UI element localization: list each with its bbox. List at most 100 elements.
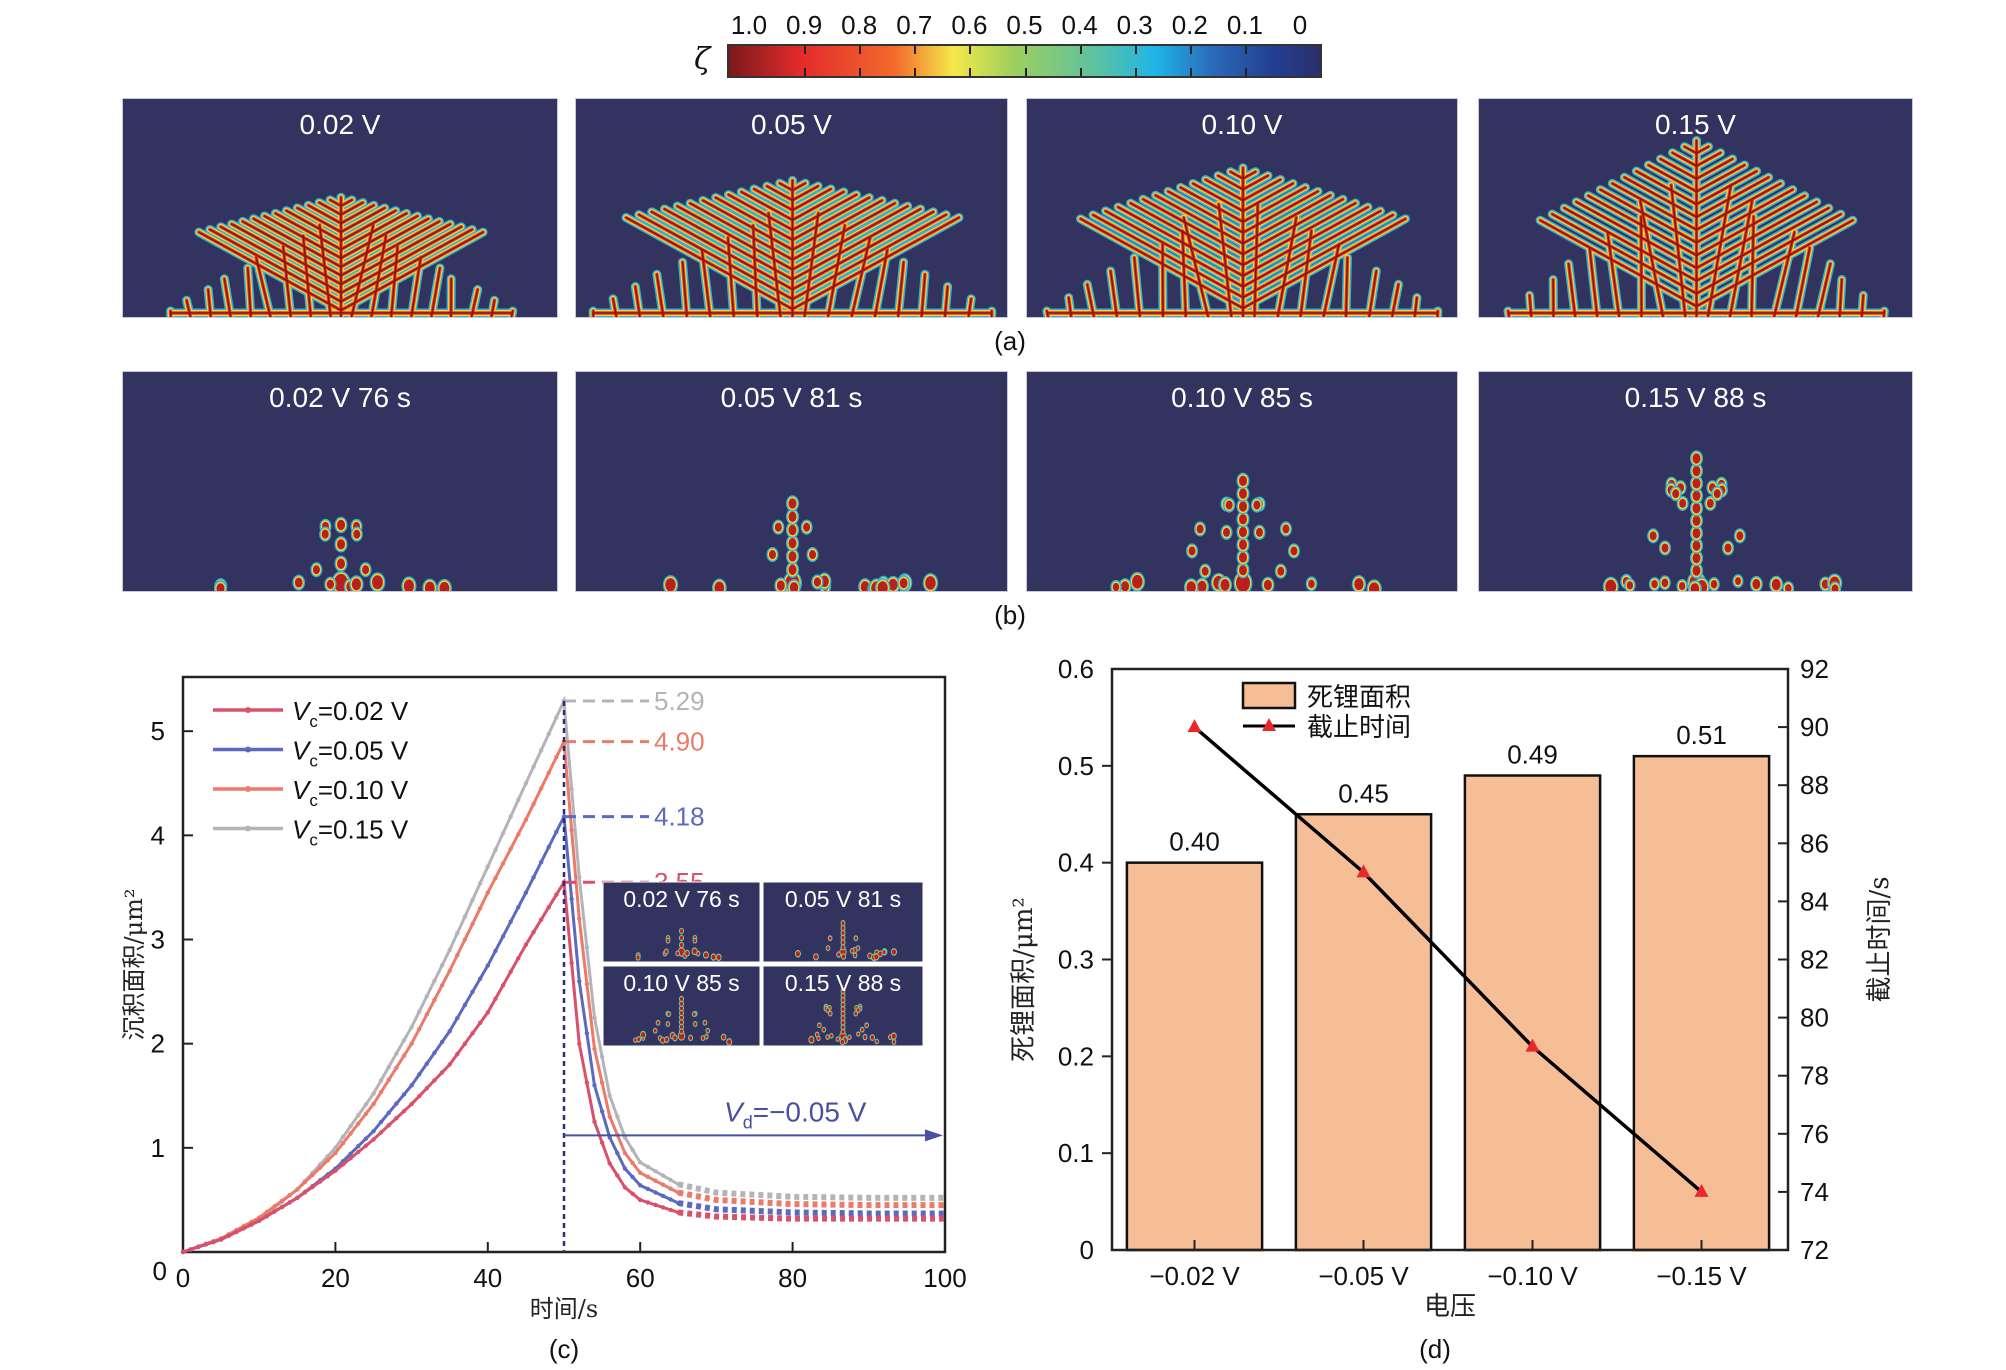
dendrite-branch bbox=[510, 310, 514, 317]
particle-core bbox=[1679, 498, 1687, 509]
dendrite-branch bbox=[1817, 262, 1832, 317]
dendrite-branch bbox=[1567, 262, 1577, 317]
dendrite-branch bbox=[1695, 164, 1746, 193]
series-point bbox=[516, 956, 521, 961]
dendrite-branch bbox=[1299, 230, 1313, 317]
dead-lithium-particles bbox=[213, 516, 452, 591]
dead-lithium-image bbox=[662, 495, 939, 591]
particle-core bbox=[789, 582, 799, 591]
legend-label: Vc=0.15 V bbox=[292, 815, 409, 850]
dendrite-branch bbox=[185, 299, 192, 317]
particle-core bbox=[641, 1031, 646, 1038]
dendrite-branch bbox=[967, 297, 973, 317]
dendrite-branch bbox=[1242, 186, 1307, 223]
dead-lithium-particles bbox=[635, 927, 722, 962]
particle-core bbox=[788, 511, 797, 522]
series-point bbox=[554, 892, 559, 897]
dendrite-branch bbox=[255, 256, 272, 317]
dendrite-branch bbox=[350, 224, 375, 317]
series-point bbox=[432, 978, 437, 983]
particle-core bbox=[1651, 579, 1658, 589]
particle-core bbox=[826, 946, 830, 950]
series-point bbox=[493, 847, 498, 853]
colorbar-tick bbox=[1134, 68, 1137, 76]
particle-core bbox=[711, 954, 716, 960]
colorbar-tick bbox=[1189, 68, 1192, 76]
series-point bbox=[508, 969, 513, 974]
series-point bbox=[188, 1247, 193, 1252]
series-point bbox=[325, 1173, 330, 1179]
series-point bbox=[523, 781, 529, 786]
x-tick-label: 40 bbox=[473, 1263, 502, 1293]
dendrite-branch bbox=[1671, 151, 1698, 167]
particle-core bbox=[1201, 566, 1209, 576]
series-point bbox=[386, 1110, 391, 1116]
dendrite-branch bbox=[1695, 213, 1842, 295]
series-point bbox=[516, 832, 521, 837]
dendrite-branch bbox=[296, 207, 342, 233]
series-point bbox=[310, 1184, 315, 1190]
dendrite-panel: 0.02 V bbox=[122, 98, 558, 318]
dendrite-branch bbox=[340, 228, 473, 303]
dendrite-branch bbox=[282, 245, 292, 317]
series-point bbox=[241, 1226, 247, 1231]
dendrite-branch bbox=[1599, 188, 1698, 244]
series-point bbox=[638, 1197, 643, 1203]
y-tick-label: 0.5 bbox=[1058, 751, 1094, 781]
dendrite-branch bbox=[318, 201, 342, 216]
series-point bbox=[516, 905, 521, 910]
series-point bbox=[577, 978, 582, 984]
dendrite-branch bbox=[1276, 216, 1298, 317]
dendrite-structure bbox=[588, 175, 997, 317]
series-point bbox=[371, 1091, 376, 1096]
series-point bbox=[592, 1119, 597, 1124]
particle-core bbox=[1255, 527, 1263, 537]
dendrite-image bbox=[1503, 136, 1889, 317]
dendrite-branch bbox=[1242, 198, 1344, 255]
bar-value-label: 0.45 bbox=[1338, 778, 1389, 808]
colorbar-tick bbox=[1244, 68, 1247, 76]
particle-core bbox=[721, 1034, 726, 1040]
dendrite-branch bbox=[1413, 296, 1418, 317]
discharge-arrow-head bbox=[925, 1129, 943, 1142]
dendrite-branch bbox=[340, 201, 364, 216]
series-point bbox=[333, 1150, 338, 1156]
particle-core bbox=[841, 954, 846, 959]
dendrite-structure bbox=[1503, 136, 1889, 317]
panel-title: 0.02 V 76 s bbox=[269, 382, 411, 413]
dendrite-branch bbox=[370, 234, 387, 317]
colorbar-tick-label: 0.3 bbox=[1116, 10, 1153, 40]
dendrite-branch bbox=[1707, 184, 1732, 317]
series-point bbox=[196, 1244, 201, 1250]
particle-core bbox=[857, 1032, 860, 1036]
particle-core bbox=[1690, 583, 1700, 591]
series-point bbox=[378, 1119, 384, 1125]
particle-core bbox=[841, 1002, 845, 1007]
series-point bbox=[668, 1197, 673, 1202]
dendrite-branch bbox=[1242, 210, 1382, 288]
particle-core bbox=[878, 951, 882, 957]
particle-core bbox=[424, 581, 435, 591]
bar-value-label: 0.49 bbox=[1507, 740, 1558, 770]
dendrite-branch bbox=[207, 288, 212, 317]
dendrite-branch bbox=[791, 208, 922, 281]
series-point bbox=[371, 1128, 376, 1134]
series-point bbox=[577, 874, 582, 880]
dendrite-branch bbox=[307, 204, 342, 225]
dendrite-branch bbox=[1695, 188, 1794, 244]
series-point bbox=[203, 1242, 209, 1247]
particle-core bbox=[679, 1029, 684, 1034]
particle-core bbox=[353, 529, 361, 539]
peak-value-label: 4.18 bbox=[654, 802, 705, 832]
y2-tick-label: 86 bbox=[1800, 828, 1829, 858]
series-point bbox=[607, 1114, 612, 1119]
dendrite-branch bbox=[1647, 164, 1698, 193]
particle-core bbox=[826, 1035, 829, 1039]
y-tick-label: 4 bbox=[151, 820, 165, 850]
series-point bbox=[455, 931, 460, 936]
dead-lithium-panel: 0.02 V 76 s bbox=[122, 371, 558, 592]
series-point bbox=[432, 997, 437, 1003]
particle-core bbox=[1308, 579, 1315, 589]
series-point bbox=[653, 1168, 658, 1174]
dendrite-branch bbox=[1695, 194, 1806, 257]
